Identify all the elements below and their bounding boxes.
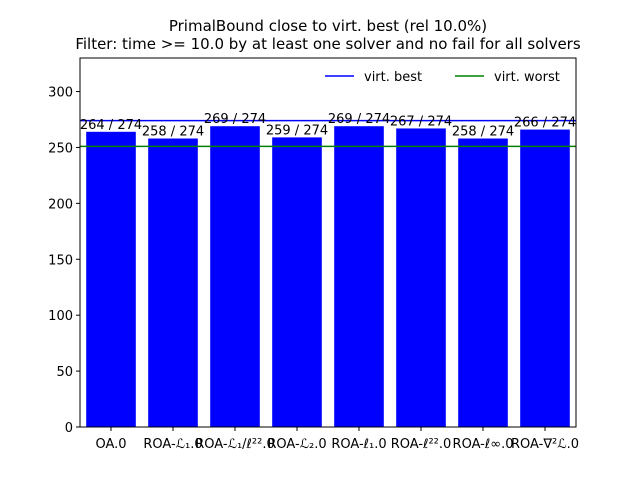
x-tick-label: ROA-ℒ₁/ℓ²².0 (195, 437, 275, 452)
y-axis: 0 50 100 150 200 250 300 (48, 86, 80, 436)
chart-title: PrimalBound close to virt. best (rel 10.… (169, 17, 487, 35)
legend-label: virt. worst (494, 70, 560, 85)
x-tick-label: ROA-ℒ₂.0 (267, 437, 326, 452)
bar (396, 128, 446, 428)
bars (86, 126, 570, 428)
x-tick-label: ROA-ℒ₁.0 (143, 437, 202, 452)
y-tick-label: 0 (65, 421, 73, 436)
y-tick-label: 50 (56, 365, 73, 380)
reference-lines (80, 119, 576, 148)
legend-label: virt. best (364, 70, 422, 85)
bar (520, 129, 570, 427)
data-label: 269 / 274 (328, 112, 390, 127)
bar (334, 126, 384, 427)
data-label: 258 / 274 (452, 125, 514, 140)
y-tick-label: 100 (48, 309, 73, 324)
data-label: 269 / 274 (204, 112, 266, 127)
bar (148, 138, 198, 427)
bar (86, 131, 136, 428)
bar (210, 126, 260, 427)
y-tick-label: 250 (48, 141, 73, 156)
x-tick-label: ROA-ℓ₁.0 (331, 437, 386, 452)
bar (458, 138, 508, 427)
x-tick-label: ROA-ℓ∞.0 (453, 437, 514, 452)
y-tick-label: 200 (48, 197, 73, 212)
bar (272, 137, 322, 427)
data-label: 264 / 274 (80, 118, 142, 133)
data-label: 267 / 274 (390, 114, 452, 129)
data-label: 266 / 274 (514, 116, 576, 131)
plot-frame (79, 57, 577, 428)
chart-subtitle: Filter: time >= 10.0 by at least one sol… (75, 35, 581, 53)
x-tick-label: OA.0 (95, 437, 126, 452)
x-tick-label: ROA-ℓ²².0 (391, 437, 452, 452)
data-label: 258 / 274 (142, 125, 204, 140)
legend: virt. best virt. worst (325, 70, 560, 85)
data-label: 259 / 274 (266, 123, 328, 138)
y-tick-label: 150 (48, 253, 73, 268)
x-tick-label: ROA-∇²ℒ.0 (511, 437, 579, 452)
y-tick-label: 300 (48, 86, 73, 101)
